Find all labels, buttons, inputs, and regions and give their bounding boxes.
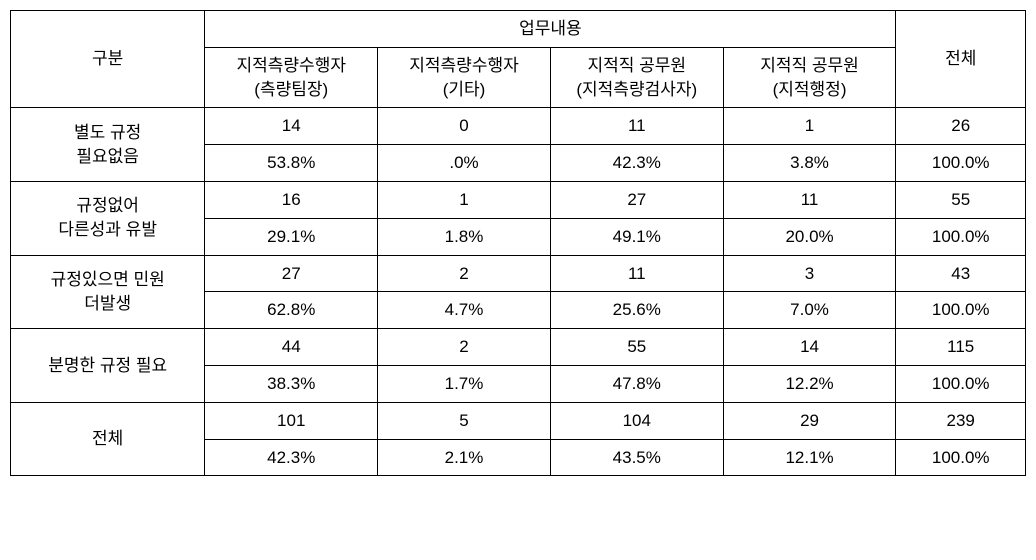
header-sub-0: 지적측량수행자(측량팀장) <box>205 47 378 108</box>
cell-count: 2 <box>378 255 551 292</box>
header-group: 업무내용 <box>205 11 896 48</box>
cell-count-total: 55 <box>896 181 1026 218</box>
cell-count: 1 <box>723 108 896 145</box>
cell-pct: 1.7% <box>378 365 551 402</box>
cell-pct: 25.6% <box>550 292 723 329</box>
cell-count: 1 <box>378 181 551 218</box>
row-label: 분명한 규정 필요 <box>11 329 205 403</box>
cell-pct: 47.8% <box>550 365 723 402</box>
cell-pct: 1.8% <box>378 218 551 255</box>
cell-count: 11 <box>723 181 896 218</box>
cell-pct: 4.7% <box>378 292 551 329</box>
cell-count: 27 <box>205 255 378 292</box>
cell-pct: 42.3% <box>550 145 723 182</box>
cell-count-total: 115 <box>896 329 1026 366</box>
row-label: 전체 <box>11 402 205 476</box>
table-row: 별도 규정필요없음 14 0 11 1 26 <box>11 108 1026 145</box>
cell-pct: 29.1% <box>205 218 378 255</box>
cell-count: 14 <box>205 108 378 145</box>
cell-pct-total: 100.0% <box>896 365 1026 402</box>
row-label: 별도 규정필요없음 <box>11 108 205 182</box>
cell-pct: 12.1% <box>723 439 896 476</box>
row-label: 규정있으면 민원더발생 <box>11 255 205 329</box>
cell-count: 104 <box>550 402 723 439</box>
cell-pct-total: 100.0% <box>896 218 1026 255</box>
data-table: 구분 업무내용 전체 지적측량수행자(측량팀장) 지적측량수행자(기타) 지적직… <box>10 10 1026 476</box>
cell-pct: 20.0% <box>723 218 896 255</box>
cell-count: 11 <box>550 255 723 292</box>
cell-pct: 53.8% <box>205 145 378 182</box>
cell-count: 44 <box>205 329 378 366</box>
cell-pct-total: 100.0% <box>896 292 1026 329</box>
header-sub-3: 지적직 공무원(지적행정) <box>723 47 896 108</box>
table-header: 구분 업무내용 전체 지적측량수행자(측량팀장) 지적측량수행자(기타) 지적직… <box>11 11 1026 108</box>
cell-count: 5 <box>378 402 551 439</box>
cell-count-total: 26 <box>896 108 1026 145</box>
cell-count: 0 <box>378 108 551 145</box>
cell-pct: .0% <box>378 145 551 182</box>
header-total: 전체 <box>896 11 1026 108</box>
table-row: 규정있으면 민원더발생 27 2 11 3 43 <box>11 255 1026 292</box>
cell-count: 2 <box>378 329 551 366</box>
cell-count-total: 239 <box>896 402 1026 439</box>
row-label: 규정없어다른성과 유발 <box>11 181 205 255</box>
cell-pct: 62.8% <box>205 292 378 329</box>
cell-count: 101 <box>205 402 378 439</box>
cell-pct: 49.1% <box>550 218 723 255</box>
cell-count-total: 43 <box>896 255 1026 292</box>
cell-count: 55 <box>550 329 723 366</box>
cell-pct: 2.1% <box>378 439 551 476</box>
header-sub-1: 지적측량수행자(기타) <box>378 47 551 108</box>
cell-count: 11 <box>550 108 723 145</box>
cell-count: 29 <box>723 402 896 439</box>
cell-pct: 7.0% <box>723 292 896 329</box>
table-row: 분명한 규정 필요 44 2 55 14 115 <box>11 329 1026 366</box>
header-rowlabel: 구분 <box>11 11 205 108</box>
cell-count: 16 <box>205 181 378 218</box>
cell-pct: 42.3% <box>205 439 378 476</box>
table-row: 규정없어다른성과 유발 16 1 27 11 55 <box>11 181 1026 218</box>
cell-count: 3 <box>723 255 896 292</box>
cell-count: 14 <box>723 329 896 366</box>
cell-pct: 43.5% <box>550 439 723 476</box>
cell-pct-total: 100.0% <box>896 439 1026 476</box>
table-body: 별도 규정필요없음 14 0 11 1 26 53.8% .0% 42.3% 3… <box>11 108 1026 476</box>
table-row: 전체 101 5 104 29 239 <box>11 402 1026 439</box>
cell-count: 27 <box>550 181 723 218</box>
header-sub-2: 지적직 공무원(지적측량검사자) <box>550 47 723 108</box>
cell-pct: 38.3% <box>205 365 378 402</box>
cell-pct: 12.2% <box>723 365 896 402</box>
cell-pct: 3.8% <box>723 145 896 182</box>
cell-pct-total: 100.0% <box>896 145 1026 182</box>
